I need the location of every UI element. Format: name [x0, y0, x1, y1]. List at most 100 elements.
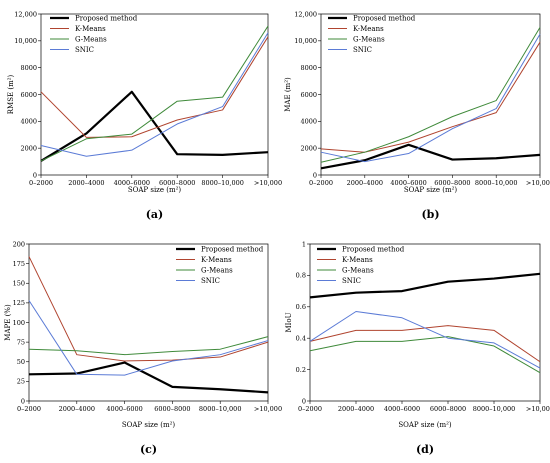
panel-d-series-proposed-method-line	[309, 272, 541, 299]
panel-b-xtick-label: 8000–10,000	[475, 179, 518, 187]
panel-c-series-proposed-method-line	[28, 361, 269, 394]
panel-d-legend-entry: K-Means	[342, 256, 373, 264]
panel-b-ytick-label: 12,000	[294, 10, 317, 18]
panel-b-legend-entry: SNIC	[353, 46, 372, 54]
panel-c-ylabel: MAPE (%)	[4, 304, 12, 341]
panel-d-xtick-label: 2000–4000	[338, 405, 374, 413]
panel-b-series-proposed-method-line	[320, 143, 541, 170]
panel-a-series-proposed-method-line	[40, 90, 269, 162]
panel-a-xtick-label: 0–2000	[29, 179, 53, 187]
panel-a-ytick-label: 2000	[20, 144, 37, 152]
panel-a-xtick-label: 6000–8000	[159, 179, 195, 187]
panel-b-legend-entry: K-Means	[353, 25, 384, 33]
panel-d-xtick-label: 4000–6000	[384, 405, 420, 413]
panel-a-ylabel: RMSE (m²)	[7, 74, 15, 114]
panel-b-xtick-label: 6000–8000	[434, 179, 470, 187]
panel-c-xtick-label: 2000–4000	[59, 405, 95, 413]
panel-c-ytick-label: 125	[13, 299, 25, 307]
panel-a-legend: Proposed method K-Means G-Means SNIC	[50, 14, 138, 54]
panel-d-ytick-label: 0.4	[296, 335, 306, 343]
panel-c-legend-entry: Proposed method	[201, 245, 264, 253]
panel-b-legend-entry: Proposed method	[353, 14, 416, 22]
panel-b-legend: Proposed method K-Means G-Means SNIC	[328, 14, 416, 54]
panel-c-xtick-label: 6000–8000	[154, 405, 190, 413]
panel-b-ytick-label: 0	[313, 171, 317, 179]
panel-c-ytick-label: 50	[17, 358, 25, 366]
panel-c: 0 25 50 75 100 125 150 175 200 0–2000 2000–4000 400…	[4, 240, 282, 456]
panel-b-xtick-label: 2000–4000	[347, 179, 383, 187]
panel-b-series-snic-line	[320, 33, 541, 163]
panel-d-ylabel: MIoU	[285, 312, 293, 332]
panel-b-ytick-label: 4000	[300, 118, 317, 126]
panel-b-ytick-label: 10,000	[294, 37, 317, 45]
panel-c-ytick-label: 0	[21, 397, 25, 405]
panel-d: 0 0.2 0.4 0.6 0.8 1 0–2000 2000–4000 4000–6000 60…	[285, 240, 550, 456]
panel-a-ytick-label: 10,000	[14, 37, 37, 45]
panel-d-ytick-label: 0.2	[296, 366, 306, 374]
panel-d-legend-entry: G-Means	[342, 266, 374, 274]
panel-d-legend-entry: SNIC	[342, 277, 361, 285]
panel-d-ytick-label: 0.8	[296, 272, 306, 280]
panel-c-ytick-label: 75	[17, 338, 25, 346]
panel-c-xtick-label: >10,000	[254, 405, 282, 413]
panel-d-legend: Proposed method K-Means G-Means SNIC	[317, 245, 405, 285]
panel-b-ylabel: MAE (m²)	[284, 77, 292, 112]
panel-a-legend-entry: SNIC	[75, 46, 94, 54]
panel-d-ytick-label: 0	[302, 397, 306, 405]
panel-c-ytick-label: 100	[13, 319, 25, 327]
panel-c-series-k-means-line	[28, 256, 269, 362]
panel-d-legend-entry: Proposed method	[342, 245, 405, 253]
panel-c-xtick-label: 4000–6000	[106, 405, 142, 413]
panel-a-xlabel: SOAP size (m²)	[128, 186, 182, 194]
panel-c-xlabel: SOAP size (m²)	[122, 421, 176, 429]
panel-c-ytick-label: 150	[13, 280, 25, 288]
panel-b-legend-entry: G-Means	[353, 35, 385, 43]
panel-b-xtick-label: 0–2000	[309, 179, 333, 187]
panel-d-xlabel: SOAP size (m²)	[398, 421, 452, 429]
panel-c-legend-entry: K-Means	[201, 256, 232, 264]
panel-d-plot-frame	[309, 243, 541, 402]
panel-b-xtick-label: 4000–6000	[390, 179, 426, 187]
panel-a-label: (a)	[146, 208, 164, 221]
panel-c-xtick-label: 8000–10,000	[199, 405, 242, 413]
panel-d-xtick-label: 8000–10,000	[473, 405, 516, 413]
panel-a-series-g-means-line	[40, 25, 269, 162]
panel-b-label: (b)	[421, 208, 439, 221]
panel-b-ytick-label: 2000	[300, 144, 317, 152]
panel-b-series-k-means-line	[320, 41, 541, 153]
panel-a-xtick-label: 4000–6000	[114, 179, 150, 187]
panel-d-xtick-label: 6000–8000	[430, 405, 466, 413]
panel-a-xtick-label: >10,000	[254, 179, 282, 187]
panel-c-legend: Proposed method K-Means G-Means SNIC	[176, 245, 264, 285]
panel-b: 0 2000 4000 6000 8000 10,000 12,000 0–2000 2000–…	[284, 10, 550, 221]
panel-c-label: (c)	[140, 443, 157, 456]
panel-a-xtick-label: 2000–4000	[68, 179, 104, 187]
panel-a-series-snic-line	[40, 32, 269, 157]
panel-d-ytick-label: 0.6	[296, 303, 306, 311]
panel-a-ytick-label: 6000	[20, 91, 37, 99]
panel-a-ytick-label: 0	[33, 171, 37, 179]
panel-b-ytick-label: 6000	[300, 91, 317, 99]
panel-c-series-snic-line	[28, 300, 269, 376]
panel-a-ytick-label: 12,000	[14, 10, 37, 18]
panel-a: 0 2000 4000 6000 8000 10,000 12,000 0–2000 2000–…	[7, 10, 282, 221]
panel-b-xtick-label: >10,000	[526, 179, 550, 187]
panel-c-legend-entry: SNIC	[201, 277, 220, 285]
panel-c-ytick-label: 175	[13, 260, 25, 268]
panel-a-ytick-label: 8000	[20, 64, 37, 72]
panel-d-ytick-label: 1	[302, 240, 306, 248]
panel-a-legend-entry: Proposed method	[75, 14, 138, 22]
panel-a-xtick-label: 8000–10,000	[201, 179, 244, 187]
panel-a-series-k-means-line	[40, 36, 269, 138]
panel-c-ytick-label: 200	[13, 240, 25, 248]
panel-d-series-snic-line	[309, 311, 541, 369]
panel-c-legend-entry: G-Means	[201, 266, 233, 274]
panel-b-ytick-label: 8000	[300, 64, 317, 72]
panel-b-xlabel: SOAP size (m²)	[404, 186, 458, 194]
panel-b-series-g-means-line	[320, 27, 541, 163]
panel-d-label: (d)	[416, 443, 434, 456]
panel-a-legend-entry: G-Means	[75, 35, 107, 43]
panel-a-legend-entry: K-Means	[75, 25, 106, 33]
panel-d-xtick-label: >10,000	[526, 405, 550, 413]
